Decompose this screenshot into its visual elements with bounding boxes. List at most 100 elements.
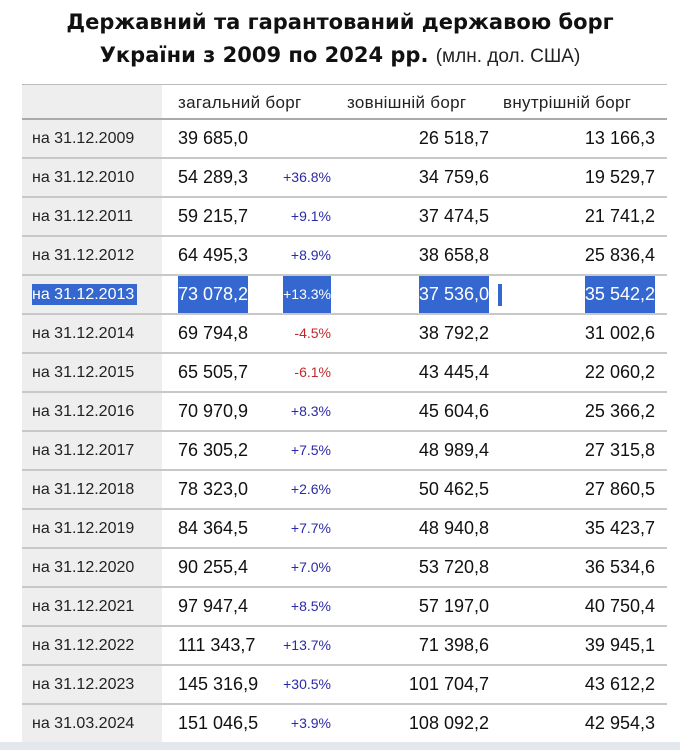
internal-debt-cell: 35 542,2 [584,276,655,313]
internal-debt-cell: 25 366,2 [584,401,655,421]
change-percent: +13.7% [283,637,331,653]
header-date-cell [22,85,162,118]
selection-bar [498,284,502,306]
table-header: загальний борг зовнішній борг внутрішній… [22,84,667,120]
internal-debt-cell: 36 534,6 [584,557,655,577]
external-debt-cell: 38 792,2 [418,323,489,343]
date-label: на 31.12.2014 [32,325,135,342]
date-label: на 31.12.2018 [32,481,135,498]
bottom-strip [0,742,680,750]
date-label: на 31.12.2021 [32,598,135,615]
internal-debt-cell: 40 750,4 [584,596,655,616]
external-debt-cell: 48 989,4 [418,440,489,460]
table-row: на 31.12.2020 90 255,4 +7.0% 53 720,8 36… [22,549,667,588]
title-unit: (млн. дол. США) [435,46,581,67]
internal-debt-cell: 42 954,3 [584,713,655,733]
date-label: на 31.12.2019 [32,520,135,537]
external-debt-cell: 43 445,4 [418,362,489,382]
header-internal: внутрішній борг [503,93,632,112]
total-debt-cell: 65 505,7 [178,362,249,382]
change-percent: +8.9% [290,247,331,263]
total-debt-cell: 70 970,9 [178,401,249,421]
internal-debt-cell: 25 836,4 [584,245,655,265]
date-label: на 31.12.2010 [32,169,135,186]
date-cell: на 31.12.2015 [22,354,162,391]
title-line-1: Державний та гарантований державою борг [66,10,614,34]
date-label: на 31.12.2012 [32,247,135,264]
date-cell: на 31.12.2010 [22,159,162,196]
table-row: на 31.12.2015 65 505,7 -6.1% 43 445,4 22… [22,354,667,393]
change-percent: +3.9% [290,715,331,731]
date-label: на 31.12.2009 [32,130,135,147]
external-debt-cell: 71 398,6 [418,635,489,655]
total-debt-cell: 39 685,0 [178,128,249,148]
date-label: на 31.03.2024 [32,715,135,732]
total-debt-cell: 73 078,2 [178,276,249,313]
total-debt-cell: 151 046,5 [178,713,259,733]
date-cell: на 31.12.2018 [22,471,162,508]
external-debt-cell: 53 720,8 [418,557,489,577]
total-debt-cell: 64 495,3 [178,245,249,265]
external-debt-cell: 45 604,6 [418,401,489,421]
page-title: Державний та гарантований державою борг … [0,6,680,73]
internal-debt-cell: 43 612,2 [584,674,655,694]
internal-debt-cell: 31 002,6 [584,323,655,343]
date-label: на 31.12.2015 [32,364,135,381]
external-debt-cell: 26 518,7 [418,128,489,148]
external-debt-cell: 50 462,5 [418,479,489,499]
table-row: на 31.12.2009 39 685,0 26 518,7 13 166,3 [22,120,667,159]
header-external: зовнішній борг [347,93,467,112]
title-period: України з 2009 по 2024 рр. [99,43,429,67]
change-percent: -6.1% [294,364,331,380]
table-row: на 31.12.2021 97 947,4 +8.5% 57 197,0 40… [22,588,667,627]
header-total: загальний борг [178,93,302,112]
date-label: на 31.12.2016 [32,403,135,420]
external-debt-cell: 37 474,5 [418,206,489,226]
internal-debt-cell: 39 945,1 [584,635,655,655]
total-debt-cell: 111 343,7 [178,635,256,655]
external-debt-cell: 38 658,8 [418,245,489,265]
change-percent: +7.5% [290,442,331,458]
date-cell: на 31.12.2011 [22,198,162,235]
date-label: на 31.12.2013 [32,284,138,305]
table-row: на 31.12.2016 70 970,9 +8.3% 45 604,6 25… [22,393,667,432]
change-percent: +30.5% [283,676,331,692]
date-cell: на 31.12.2014 [22,315,162,352]
change-percent: +13.3% [283,276,331,313]
external-debt-cell: 37 536,0 [418,276,489,313]
change-percent: +7.7% [290,520,331,536]
date-cell: на 31.12.2013 [22,276,162,313]
table-row: на 31.12.2019 84 364,5 +7.7% 48 940,8 35… [22,510,667,549]
external-debt-cell: 48 940,8 [418,518,489,538]
table-body: на 31.12.2009 39 685,0 26 518,7 13 166,3… [22,120,667,744]
total-debt-cell: 54 289,3 [178,167,249,187]
date-cell: на 31.12.2021 [22,588,162,625]
change-percent: -4.5% [294,325,331,341]
table-row: на 31.12.2010 54 289,3 +36.8% 34 759,6 1… [22,159,667,198]
total-debt-cell: 90 255,4 [178,557,249,577]
total-debt-cell: 76 305,2 [178,440,249,460]
external-debt-cell: 57 197,0 [418,596,489,616]
internal-debt-cell: 21 741,2 [584,206,655,226]
total-debt-cell: 97 947,4 [178,596,249,616]
date-cell: на 31.12.2017 [22,432,162,469]
table-row: на 31.12.2022 111 343,7 +13.7% 71 398,6 … [22,627,667,666]
internal-debt-cell: 19 529,7 [584,167,655,187]
change-percent: +2.6% [290,481,331,497]
date-cell: на 31.12.2020 [22,549,162,586]
table-row: на 31.12.2014 69 794,8 -4.5% 38 792,2 31… [22,315,667,354]
date-cell: на 31.12.2016 [22,393,162,430]
external-debt-cell: 108 092,2 [408,713,489,733]
date-label: на 31.12.2022 [32,637,135,654]
change-percent: +7.0% [290,559,331,575]
date-label: на 31.12.2023 [32,676,135,693]
internal-debt-cell: 22 060,2 [584,362,655,382]
external-debt-cell: 101 704,7 [408,674,489,694]
change-percent: +36.8% [283,169,331,185]
date-cell: на 31.12.2023 [22,666,162,703]
total-debt-cell: 78 323,0 [178,479,249,499]
internal-debt-cell: 13 166,3 [584,128,655,148]
table-row: на 31.12.2011 59 215,7 +9.1% 37 474,5 21… [22,198,667,237]
date-cell: на 31.12.2009 [22,120,162,157]
title-line-2: України з 2009 по 2024 рр. (млн. дол. СШ… [0,39,680,73]
